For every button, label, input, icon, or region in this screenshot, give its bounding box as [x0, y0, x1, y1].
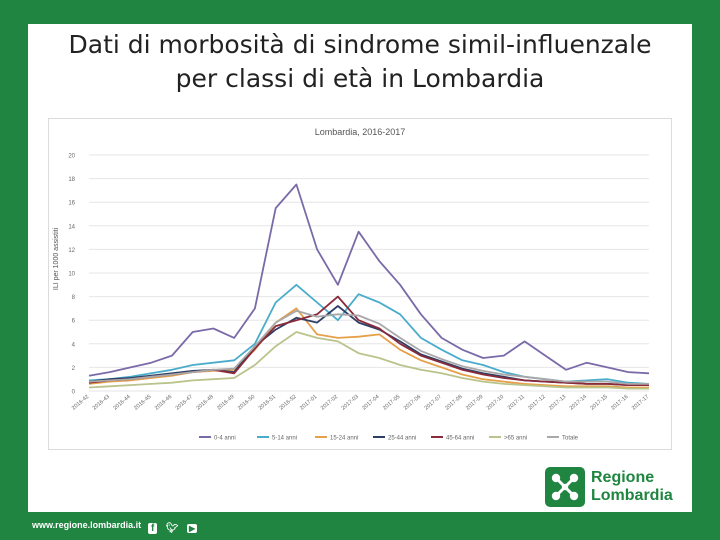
slide-title-line1: Dati di morbosità di sindrome simil-infl… [68, 30, 652, 59]
x-tick-label: 2016-50 [237, 394, 256, 412]
slide: Dati di morbosità di sindrome simil-infl… [28, 24, 692, 512]
legend-label: 5-14 anni [272, 436, 297, 442]
footer: www.regione.lombardia.it f 🐦︎ ▶ [0, 512, 720, 540]
x-tick-label: 2016-44 [112, 394, 131, 412]
x-tick-label: 2017-07 [424, 394, 443, 412]
y-tick-label: 12 [68, 248, 75, 254]
y-tick-label: 18 [68, 177, 75, 183]
x-tick-label: 2016-49 [216, 394, 235, 412]
x-tick-label: 2016-45 [133, 394, 152, 412]
x-tick-label: 2017-05 [382, 394, 401, 412]
series-lines [88, 183, 650, 390]
y-tick-label: 10 [68, 272, 75, 278]
x-tick-label: 2016-47 [175, 394, 194, 412]
y-tick-label: 14 [68, 224, 75, 230]
series-line [88, 331, 649, 390]
y-ticks: 0 2 4 6 8 10 12 14 16 18 20 [68, 154, 75, 396]
x-tick-label: 2017-14 [569, 394, 588, 412]
series-line [88, 309, 649, 385]
x-tick-label: 2017-01 [299, 394, 318, 412]
logo-text-line2: Lombardia [591, 487, 673, 504]
x-tick-label: 2016-48 [195, 394, 214, 412]
x-tick-label: 2017-17 [631, 394, 650, 412]
legend-label: Totale [562, 436, 579, 442]
logo-text: Regione Lombardia [591, 469, 673, 505]
x-tick-label: 2016-42 [71, 394, 90, 412]
regione-lombardia-logo: Regione Lombardia [543, 467, 693, 509]
x-tick-label: 2017-09 [465, 394, 484, 412]
x-tick-label: 2016-51 [258, 394, 277, 412]
x-tick-label: 2017-12 [527, 394, 546, 412]
legend: 0-4 anni 5-14 anni 15-24 anni 25-44 anni 45-… [199, 436, 579, 442]
x-tick-label: 2016-52 [278, 394, 297, 412]
x-tick-label: 2017-13 [548, 394, 567, 412]
line-chart: Lombardia, 2016-2017 ILI per 1000 assist… [53, 127, 650, 442]
x-tick-label: 2017-03 [341, 394, 360, 412]
y-tick-label: 16 [68, 201, 75, 207]
footer-url-link[interactable]: www.regione.lombardia.it [32, 520, 142, 530]
legend-label: >65 anni [504, 436, 527, 442]
legend-label: 0-4 anni [214, 436, 236, 442]
x-tick-label: 2017-11 [507, 394, 526, 411]
y-axis-label: ILI per 1000 assistiti [53, 227, 60, 290]
footer-social-icons: f 🐦︎ ▶ [148, 518, 201, 534]
x-tick-label: 2017-08 [444, 394, 463, 412]
y-tick-label: 8 [72, 295, 76, 301]
y-tick-label: 2 [72, 366, 76, 372]
series-line [88, 183, 650, 377]
slide-title-line2: per classi di età in Lombardia [175, 64, 545, 93]
x-tick-label: 2016-43 [92, 394, 111, 412]
x-tick-label: 2017-06 [403, 394, 422, 412]
series-line [88, 295, 649, 387]
chart-container: Lombardia, 2016-2017 ILI per 1000 assist… [48, 118, 672, 450]
x-ticks: 2016-42 2016-43 2016-44 2016-45 2016-46 2016-… [71, 394, 650, 412]
slide-title: Dati di morbosità di sindrome simil-infl… [28, 28, 692, 96]
logo-text-line1: Regione [591, 469, 655, 486]
chart-title: Lombardia, 2016-2017 [315, 127, 406, 137]
legend-label: 25-44 anni [388, 436, 416, 442]
x-tick-label: 2017-15 [589, 394, 608, 412]
youtube-icon[interactable]: ▶ [186, 524, 198, 533]
y-tick-label: 20 [68, 154, 75, 160]
legend-label: 45-64 anni [446, 436, 474, 442]
series-line [88, 305, 649, 387]
y-tick-label: 4 [72, 342, 76, 348]
x-tick-label: 2017-02 [320, 394, 339, 412]
facebook-icon[interactable]: f [148, 523, 158, 534]
lombardia-rose-icon [545, 467, 585, 507]
y-tick-label: 6 [72, 319, 76, 325]
y-tick-label: 0 [72, 390, 76, 396]
x-tick-label: 2016-46 [154, 394, 173, 412]
twitter-icon[interactable]: 🐦︎ [165, 523, 179, 534]
x-tick-label: 2017-04 [361, 394, 380, 412]
legend-label: 15-24 anni [330, 436, 358, 442]
x-tick-label: 2017-16 [610, 394, 629, 412]
x-tick-label: 2017-10 [486, 394, 505, 412]
